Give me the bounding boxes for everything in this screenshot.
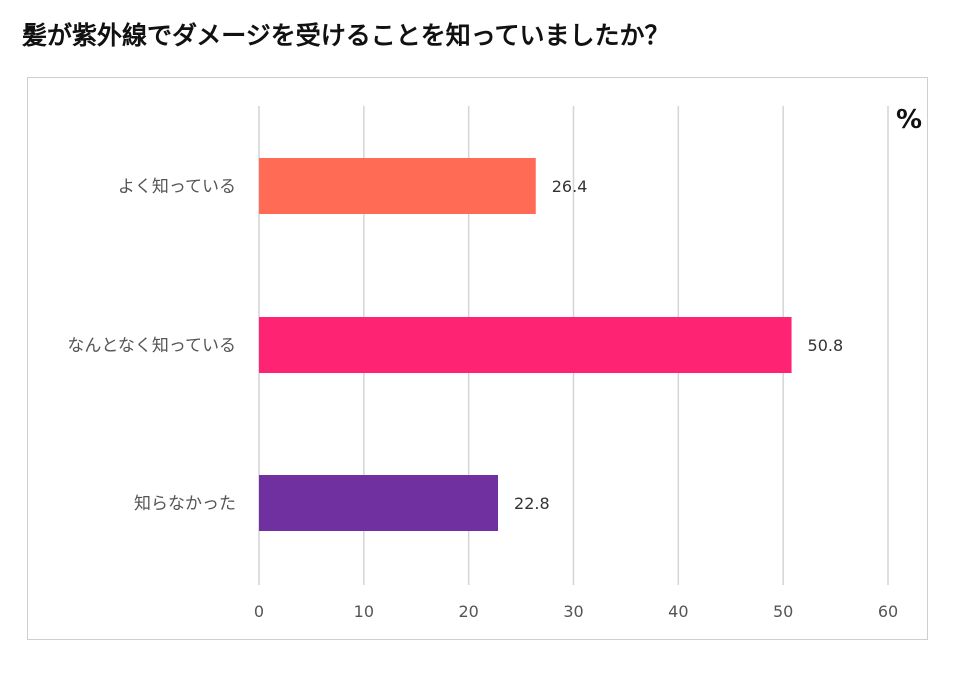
unit-label: % (896, 105, 922, 135)
x-tick-label: 40 (668, 602, 688, 621)
bar-0 (259, 158, 536, 214)
x-tick-label: 10 (354, 602, 374, 621)
x-tick-label: 0 (254, 602, 264, 621)
x-tick-label: 60 (878, 602, 898, 621)
value-label: 50.8 (808, 336, 844, 355)
chart-title: 髪が紫外線でダメージを受けることを知っていましたか？ (22, 21, 670, 50)
x-tick-label: 20 (458, 602, 478, 621)
chart-frame (27, 77, 928, 640)
category-label: なんとなく知っている (67, 336, 236, 356)
bar-1 (259, 317, 792, 373)
bars (259, 158, 792, 531)
x-tick-label: 30 (563, 602, 583, 621)
category-label: 知らなかった (134, 494, 236, 514)
category-label: よく知っている (118, 177, 236, 197)
labels: 0 10 20 30 40 50 60 よく知っている 26.4 なんとなく知っている 50.8 知ら… (67, 177, 898, 621)
value-label: 26.4 (552, 177, 588, 196)
x-tick-label: 50 (773, 602, 793, 621)
bar-2 (259, 475, 499, 531)
value-label: 22.8 (514, 494, 550, 513)
